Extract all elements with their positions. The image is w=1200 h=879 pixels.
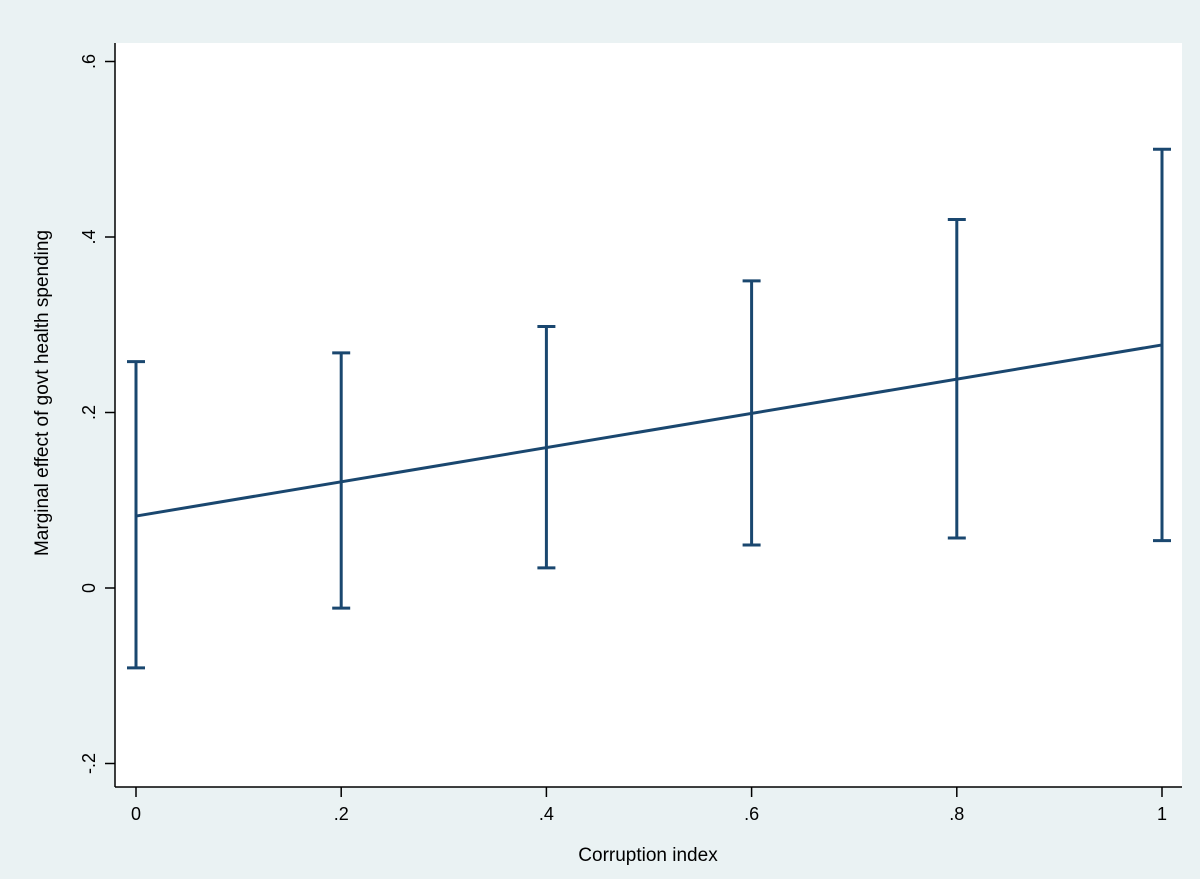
y-tick-label: -.2	[79, 753, 99, 774]
plot-area	[115, 43, 1182, 787]
y-tick-label: .6	[79, 54, 99, 69]
y-tick-label: 0	[79, 583, 99, 593]
y-axis-title: Marginal effect of govt health spending	[32, 230, 53, 556]
x-tick-label: .6	[744, 804, 759, 824]
y-axis-ticks: -.2 0 .2 .4 .6	[79, 54, 115, 774]
x-tick-label: .8	[949, 804, 964, 824]
x-tick-label: 1	[1157, 804, 1167, 824]
y-tick-label: .2	[79, 405, 99, 420]
y-tick-label: .4	[79, 229, 99, 244]
x-tick-label: .4	[539, 804, 554, 824]
x-tick-label: .2	[334, 804, 349, 824]
x-tick-label: 0	[131, 804, 141, 824]
x-axis-title: Corruption index	[578, 845, 718, 866]
x-axis-ticks: 0 .2 .4 .6 .8 1	[131, 787, 1167, 824]
marginal-effect-line	[135, 343, 1163, 518]
